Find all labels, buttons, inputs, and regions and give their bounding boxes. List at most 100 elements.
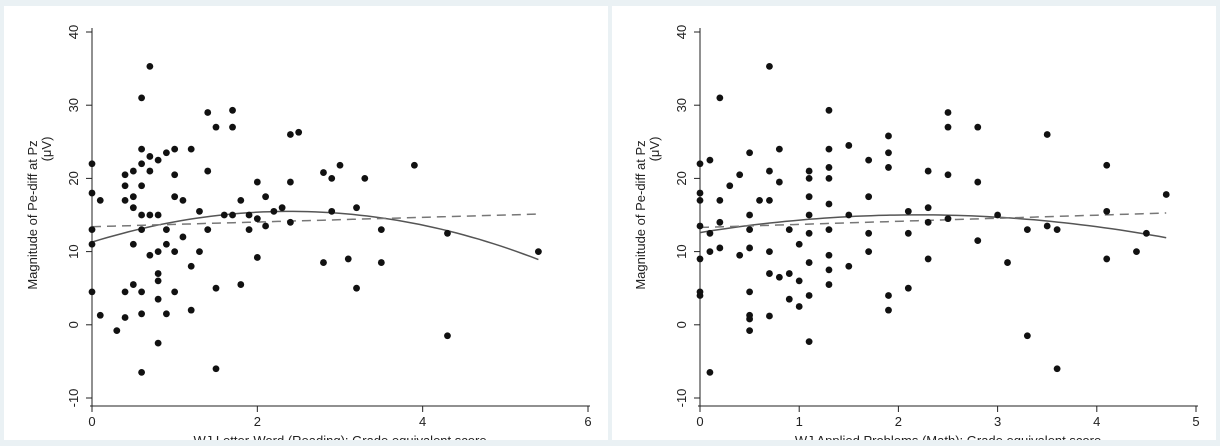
data-point — [146, 251, 154, 259]
data-point — [746, 315, 753, 323]
data-point — [262, 222, 269, 230]
data-point — [171, 145, 179, 153]
data-point — [361, 175, 369, 182]
data-point — [974, 123, 982, 131]
data-point — [1023, 226, 1031, 234]
data-point — [756, 196, 763, 204]
data-point — [944, 171, 952, 179]
data-point — [320, 259, 327, 266]
data-point — [1023, 332, 1031, 340]
data-point — [825, 106, 833, 114]
y-tick-label: -10 — [674, 389, 689, 408]
data-point — [96, 196, 104, 204]
data-point — [129, 281, 137, 288]
data-point — [1103, 207, 1111, 215]
data-point — [1103, 255, 1111, 263]
x-tick-label: 4 — [419, 414, 426, 429]
data-point — [154, 248, 162, 256]
left-scatter-chart: -10 0 10 20 30 40 0 2 4 6 WJ Letter-Word (Reading)… — [25, 25, 592, 440]
data-point — [766, 196, 773, 204]
y-tick-label: -10 — [66, 389, 81, 408]
data-point — [805, 259, 813, 266]
x-tick-label: 4 — [1093, 414, 1100, 429]
data-point — [924, 255, 932, 263]
data-point — [187, 145, 195, 153]
data-point — [785, 226, 793, 234]
data-point — [696, 222, 704, 230]
data-point — [805, 229, 813, 237]
data-point — [262, 193, 269, 201]
data-point — [944, 109, 952, 116]
linear-fit-line — [699, 212, 1167, 229]
data-point — [1133, 248, 1140, 256]
data-point — [696, 160, 704, 168]
data-point — [146, 211, 154, 219]
data-point — [287, 131, 294, 138]
x-tick-label: 2 — [895, 414, 902, 429]
data-point — [865, 248, 873, 256]
data-point — [88, 240, 96, 248]
x-axis-title: WJ Applied Problems (Math): Grade equiva… — [795, 433, 1101, 440]
data-point — [766, 248, 773, 256]
data-point — [795, 240, 803, 248]
data-point — [904, 284, 912, 292]
data-point — [766, 312, 773, 320]
data-point — [154, 277, 162, 285]
data-point — [865, 156, 873, 164]
y-axis-title: Magnitude of Pe-diff at Pz — [633, 140, 648, 289]
data-point — [287, 178, 294, 186]
data-point — [163, 149, 170, 157]
data-point — [129, 240, 137, 248]
data-point — [212, 284, 220, 292]
data-point — [163, 240, 170, 248]
data-point — [138, 211, 146, 219]
data-point — [171, 171, 179, 179]
data-point — [885, 292, 892, 299]
y-tick-label: 0 — [674, 321, 689, 328]
data-point — [716, 244, 724, 252]
data-point — [924, 167, 932, 175]
data-point — [154, 156, 162, 164]
data-point — [154, 339, 162, 347]
data-point — [1053, 226, 1061, 234]
data-point — [171, 288, 179, 296]
data-point — [706, 368, 714, 376]
data-point — [885, 149, 892, 157]
data-point — [353, 284, 360, 292]
data-point — [229, 211, 236, 219]
data-point — [944, 123, 952, 131]
data-point — [411, 161, 418, 169]
data-point — [716, 196, 724, 204]
data-point — [163, 310, 170, 318]
y-tick-label: 10 — [674, 244, 689, 258]
data-point — [904, 229, 912, 237]
data-point — [845, 262, 853, 270]
data-point — [229, 123, 236, 131]
data-point — [154, 211, 162, 219]
data-point — [746, 327, 753, 335]
data-point — [328, 175, 336, 182]
quadratic-fit-line — [91, 210, 539, 261]
data-point — [904, 207, 912, 215]
data-point — [353, 204, 360, 212]
data-point — [805, 193, 813, 201]
y-tick-label: 30 — [674, 98, 689, 112]
data-point — [535, 248, 542, 256]
data-point — [187, 262, 195, 270]
data-point — [138, 145, 146, 153]
data-point — [278, 204, 286, 212]
data-point — [825, 175, 833, 182]
y-tick-label: 30 — [66, 98, 81, 112]
data-point — [295, 128, 303, 136]
data-point — [138, 368, 146, 376]
data-point — [696, 196, 704, 204]
y-tick-label: 20 — [66, 171, 81, 185]
data-point — [785, 270, 793, 277]
data-point — [237, 196, 245, 204]
data-point — [113, 327, 121, 335]
data-point — [706, 229, 714, 237]
data-point — [885, 132, 892, 140]
data-point — [138, 226, 146, 234]
data-point — [328, 207, 336, 215]
data-point — [805, 338, 813, 346]
